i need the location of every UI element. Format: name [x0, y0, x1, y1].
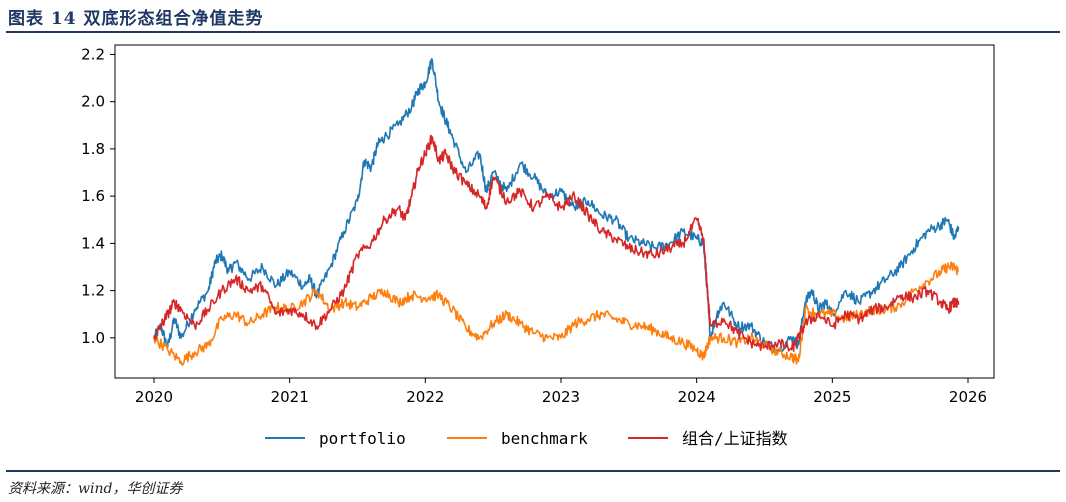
series-line-2 [153, 134, 960, 353]
x-axis: 2020 2021 2022 2023 2024 2025 2026 [135, 378, 987, 406]
x-tick-label: 2021 [271, 388, 309, 406]
x-tick-label: 2023 [542, 388, 580, 406]
line-chart: 2020 2021 2022 2023 2024 2025 2026 1.01.21.41.… [81, 44, 995, 448]
y-tick-label: 1.4 [81, 234, 105, 252]
legend-label-0: portfolio [319, 429, 406, 448]
legend: portfolio benchmark 组合/上证指数 [265, 429, 788, 448]
legend-label-1: benchmark [501, 429, 588, 448]
x-tick-label: 2024 [678, 388, 716, 406]
x-tick-label: 2025 [813, 388, 851, 406]
bottom-rule [6, 470, 1060, 472]
y-tick-label: 1.6 [81, 187, 105, 205]
x-tick-label: 2022 [406, 388, 444, 406]
x-tick-label: 2026 [949, 388, 987, 406]
plot-lines [153, 58, 960, 366]
y-tick-label: 1.0 [81, 329, 105, 347]
y-tick-label: 1.8 [81, 140, 105, 158]
y-tick-label: 2.2 [81, 45, 105, 63]
figure-title: 图表 14 双底形态组合净值走势 [8, 9, 264, 29]
source-note: 资料来源：wind，华创证券 [8, 481, 183, 497]
legend-label-2: 组合/上证指数 [682, 429, 788, 448]
plot-frame [114, 44, 995, 379]
y-tick-label: 1.2 [81, 282, 105, 300]
x-tick-label: 2020 [135, 388, 173, 406]
series-line-0 [153, 58, 960, 355]
y-tick-label: 2.0 [81, 93, 105, 111]
y-axis: 1.0 1.2 1.4 1.6 1.8 2.0 2.2 [81, 45, 115, 347]
top-rule [6, 31, 1060, 33]
